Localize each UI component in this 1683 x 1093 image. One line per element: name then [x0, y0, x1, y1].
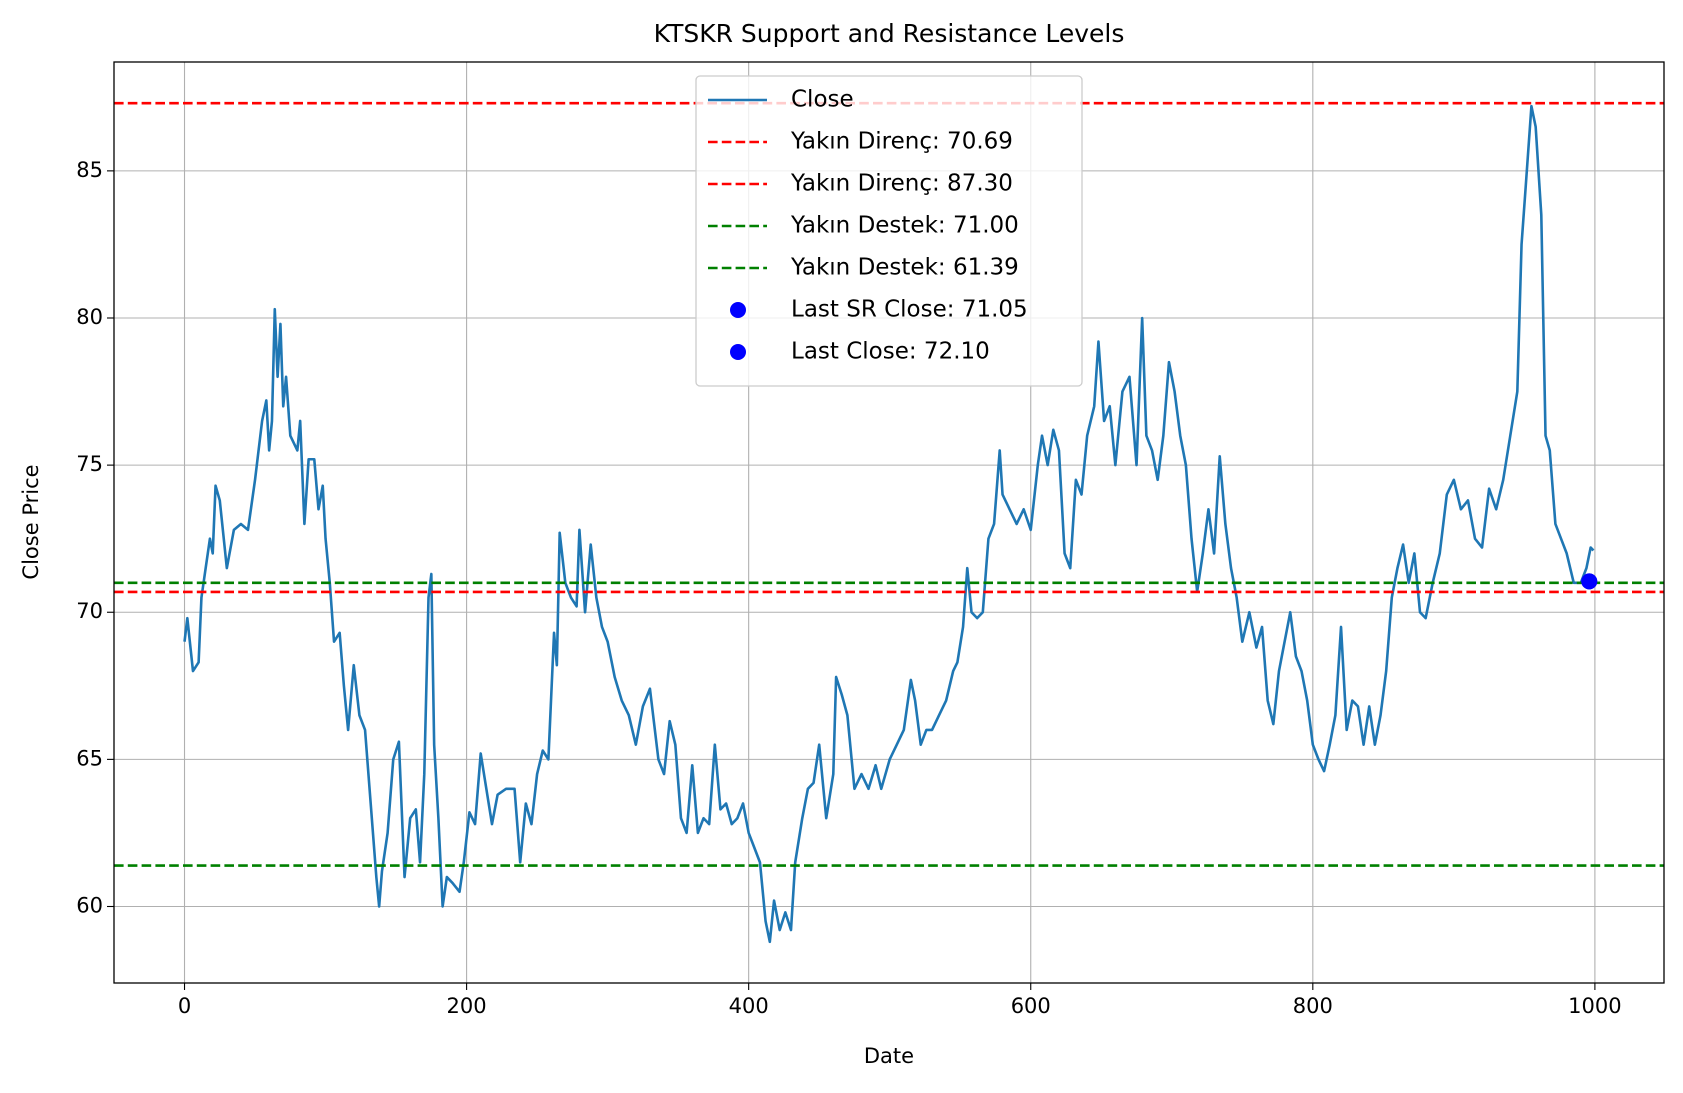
legend-box — [695, 75, 1083, 387]
x-tick-label: 0 — [178, 994, 191, 1018]
y-tick-label: 80 — [76, 305, 103, 329]
x-tick-label: 600 — [1011, 994, 1051, 1018]
legend-label: Yakın Direnç: 87.30 — [790, 171, 1013, 197]
close-line — [183, 104, 1595, 944]
y-axis-label: Close Price — [19, 464, 43, 579]
legend-label: Yakın Destek: 61.39 — [790, 255, 1019, 281]
y-tick-label: 70 — [76, 599, 103, 623]
y-tick-label: 65 — [76, 746, 103, 770]
legend-marker — [730, 302, 746, 318]
axes-frame — [113, 61, 1665, 984]
x-tick-label: 1000 — [1568, 994, 1621, 1018]
x-tick-label: 400 — [729, 994, 769, 1018]
legend-label: Yakın Direnç: 70.69 — [790, 129, 1013, 155]
x-tick-label: 200 — [447, 994, 487, 1018]
x-tick-label: 800 — [1293, 994, 1333, 1018]
legend-label: Yakın Destek: 71.00 — [790, 213, 1019, 239]
chart-title: KTSKR Support and Resistance Levels — [654, 19, 1125, 48]
legend: Close Yakın Direnç: 70.69 Yakın Direnç: 87… — [695, 75, 1083, 387]
y-tick-label: 60 — [76, 893, 103, 917]
legend-label: Close — [791, 87, 854, 113]
x-axis-label: Date — [864, 1044, 914, 1068]
legend-label: Last SR Close: 71.05 — [791, 297, 1028, 323]
legend-marker — [730, 344, 746, 360]
y-tick-label: 85 — [76, 158, 103, 182]
y-tick-label: 75 — [76, 452, 103, 476]
scatter-point — [1581, 573, 1598, 590]
legend-label: Last Close: 72.10 — [791, 339, 990, 365]
